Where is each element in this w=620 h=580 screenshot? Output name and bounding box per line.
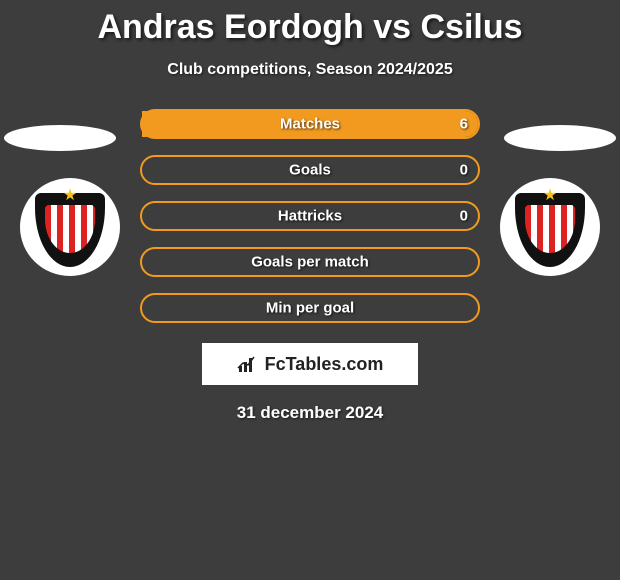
chart-icon xyxy=(237,354,259,374)
stat-label: Goals xyxy=(289,162,331,179)
stat-bar: Matches 6 xyxy=(140,109,480,139)
date: 31 december 2024 xyxy=(0,403,620,423)
stat-value-right: 0 xyxy=(460,162,468,179)
stat-value-right: 6 xyxy=(460,116,468,133)
stat-value-right: 0 xyxy=(460,208,468,225)
stats-bars: Matches 6 Goals 0 Hattricks 0 Goals per match M… xyxy=(140,109,480,323)
stat-label: Hattricks xyxy=(278,208,342,225)
watermark: FcTables.com xyxy=(202,343,418,385)
page-title: Andras Eordogh vs Csilus xyxy=(0,0,620,47)
subtitle: Club competitions, Season 2024/2025 xyxy=(0,61,620,79)
stat-bar: Goals per match xyxy=(140,247,480,277)
stat-label: Goals per match xyxy=(251,254,369,271)
stat-label: Matches xyxy=(280,116,340,133)
stat-label: Min per goal xyxy=(266,300,354,317)
stat-bar: Hattricks 0 xyxy=(140,201,480,231)
watermark-text: FcTables.com xyxy=(265,354,384,375)
stat-bar: Min per goal xyxy=(140,293,480,323)
stat-bar: Goals 0 xyxy=(140,155,480,185)
